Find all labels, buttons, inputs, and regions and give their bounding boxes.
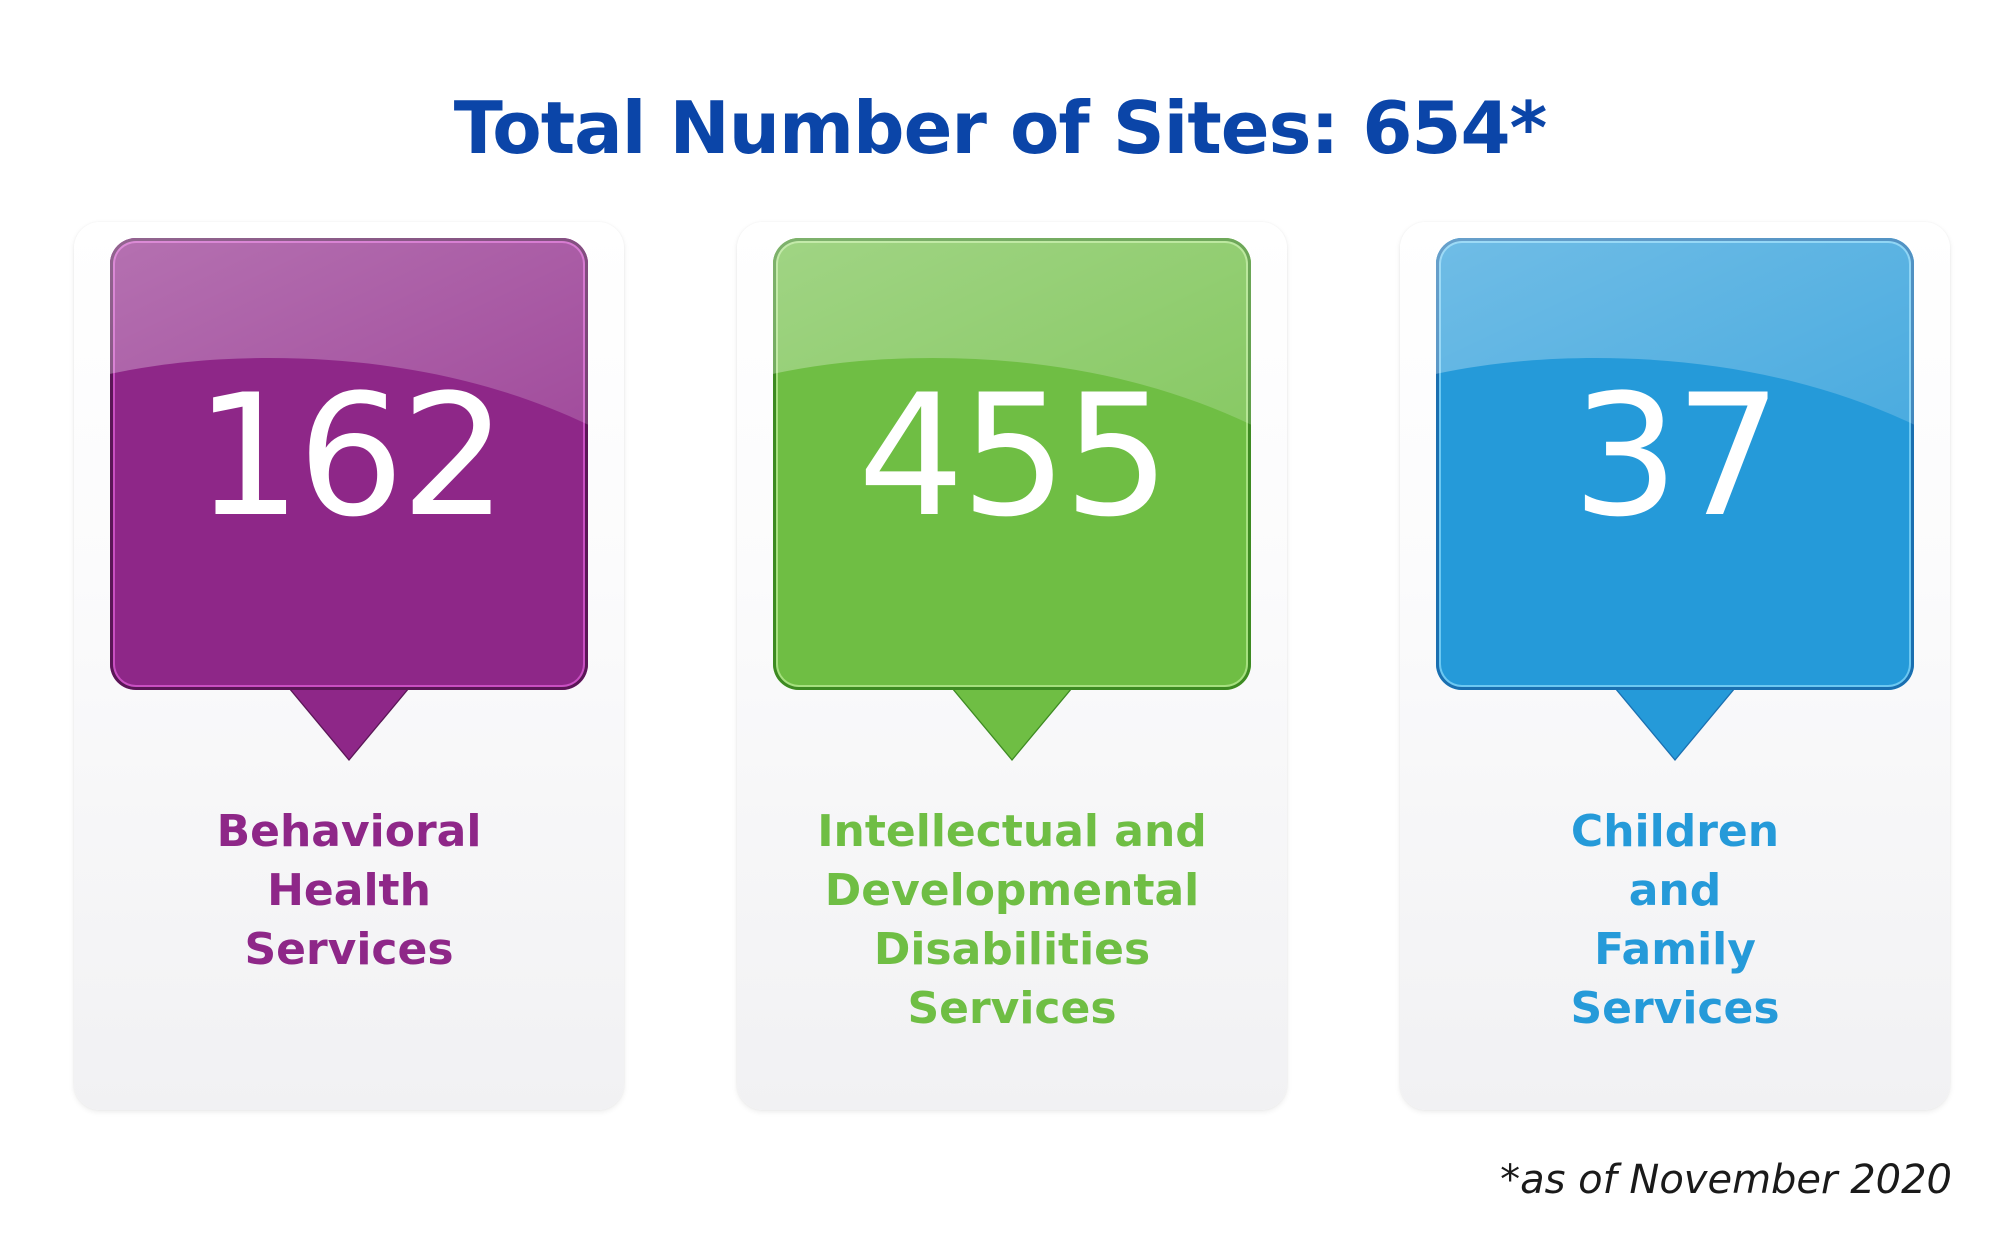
speech-bubble: 455 bbox=[773, 238, 1251, 759]
card-behavioral-health: 162 Behavioral Health Services bbox=[74, 222, 624, 1110]
bubble-box: 162 bbox=[110, 238, 588, 690]
site-count: 162 bbox=[194, 358, 508, 554]
label-line: Intellectual and bbox=[817, 806, 1207, 857]
service-label: Intellectual and Developmental Disabilit… bbox=[737, 802, 1287, 1038]
label-line: and bbox=[1628, 865, 1722, 916]
page-title: Total Number of Sites: 654* bbox=[453, 86, 1548, 170]
label-line: Behavioral bbox=[216, 806, 482, 857]
label-line: Health bbox=[267, 865, 431, 916]
label-line: Services bbox=[244, 924, 454, 975]
service-label: Children and Family Services bbox=[1400, 802, 1950, 1038]
speech-bubble: 162 bbox=[110, 238, 588, 759]
site-count: 37 bbox=[1572, 358, 1782, 554]
bubble-pointer bbox=[289, 687, 409, 759]
bubble-pointer bbox=[1615, 687, 1735, 759]
card-children-family: 37 Children and Family Services bbox=[1400, 222, 1950, 1110]
bubble-box: 37 bbox=[1436, 238, 1914, 690]
footnote: *as of November 2020 bbox=[1500, 1157, 1952, 1203]
label-line: Family bbox=[1594, 924, 1756, 975]
label-line: Services bbox=[907, 983, 1117, 1034]
speech-bubble: 37 bbox=[1436, 238, 1914, 759]
label-line: Services bbox=[1570, 983, 1780, 1034]
label-line: Children bbox=[1570, 806, 1780, 857]
service-label: Behavioral Health Services bbox=[74, 802, 624, 979]
card-intellectual-developmental: 455 Intellectual and Developmental Disab… bbox=[737, 222, 1287, 1110]
site-count: 455 bbox=[857, 358, 1171, 554]
label-line: Developmental bbox=[824, 865, 1200, 916]
bubble-pointer bbox=[952, 687, 1072, 759]
bubble-box: 455 bbox=[773, 238, 1251, 690]
label-line: Disabilities bbox=[873, 924, 1151, 975]
